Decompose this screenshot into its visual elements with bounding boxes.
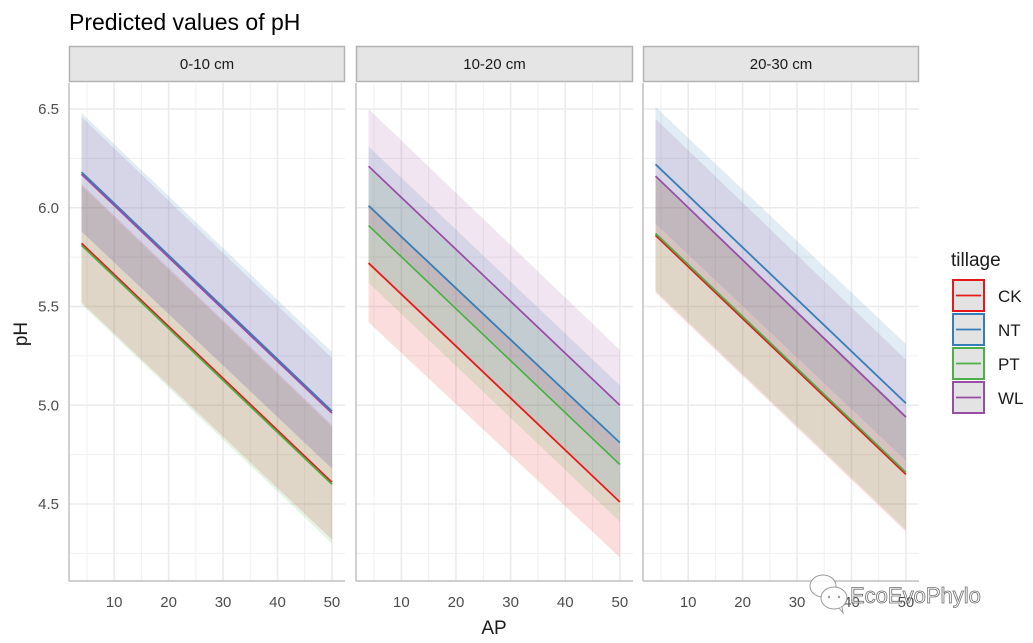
series-line-pt (367, 224, 621, 466)
series-line-nt (654, 163, 907, 404)
wechat-icon (809, 574, 848, 615)
grid (69, 83, 345, 581)
x-tick-label: 20 (448, 594, 465, 611)
grid (356, 83, 633, 581)
legend-item-pt: PT (952, 347, 1020, 380)
x-tick-label: 10 (106, 594, 123, 611)
legend-item-nt: NT (952, 313, 1021, 346)
grid (643, 83, 919, 581)
y-tick-label: 5.0 (38, 397, 59, 414)
facet-strip-label: 0-10 cm (180, 56, 234, 73)
series-line-ck (80, 242, 333, 483)
chart-title: Predicted values of pH (69, 9, 300, 35)
x-tick-label: 30 (502, 594, 519, 611)
x-tick-label: 20 (160, 594, 177, 611)
series-line-nt (367, 205, 621, 444)
y-tick-label: 6.0 (38, 200, 59, 217)
x-tick-label: 40 (269, 594, 286, 611)
series-line-wl (367, 165, 621, 406)
series-line-pt (654, 232, 907, 474)
legend-label: CK (998, 287, 1022, 306)
legend-item-wl: WL (952, 381, 1024, 414)
x-tick-label: 40 (557, 594, 574, 611)
x-axis-title: AP (481, 618, 506, 639)
facet-strip (642, 45, 920, 83)
y-axis-ticks: 4.5 5.0 5.5 6.0 6.5 (38, 101, 59, 513)
ci-ribbon-ck (368, 203, 620, 558)
series-line-wl (654, 175, 907, 418)
y-tick-label: 5.5 (38, 299, 59, 316)
x-tick-label: 30 (789, 594, 806, 611)
facet-strip (355, 45, 634, 83)
x-tick-label: 30 (215, 594, 232, 611)
series-line-nt (80, 171, 333, 412)
y-axis-title: pH (11, 322, 32, 346)
x-tick-label: 50 (612, 594, 629, 611)
facet-strip (68, 45, 346, 83)
panels: 0-10 cm 10 20 30 40 50 10-20 cm 10 20 30 40 50 20-30… (68, 45, 920, 611)
legend-label: WL (998, 389, 1024, 408)
legend-label: PT (998, 355, 1020, 374)
legend-title: tillage (951, 250, 1001, 271)
watermark-text: EcoEvoPhylo (850, 583, 981, 608)
x-tick-label: 10 (393, 594, 410, 611)
legend-label: NT (998, 321, 1021, 340)
legend: tillage CK NT PT WL (951, 250, 1024, 414)
series-line-ck (654, 234, 907, 476)
facet-strip-label: 20-30 cm (750, 56, 813, 73)
x-tick-label: 10 (680, 594, 697, 611)
watermark: EcoEvoPhylo (809, 574, 981, 615)
series-line-pt (80, 244, 333, 485)
y-tick-label: 6.5 (38, 101, 59, 118)
facet-panel: 0-10 cm 10 20 30 40 50 (68, 45, 346, 611)
facet-panel: 10-20 cm 10 20 30 40 50 (355, 45, 634, 611)
y-tick-label: 4.5 (38, 496, 59, 513)
series-line-wl (80, 173, 333, 414)
x-tick-label: 50 (898, 594, 915, 611)
facet-strip-label: 10-20 cm (463, 56, 526, 73)
x-tick-label: 20 (734, 594, 751, 611)
series-line-ck (367, 262, 621, 503)
legend-item-ck: CK (952, 279, 1022, 312)
x-tick-label: 50 (324, 594, 341, 611)
